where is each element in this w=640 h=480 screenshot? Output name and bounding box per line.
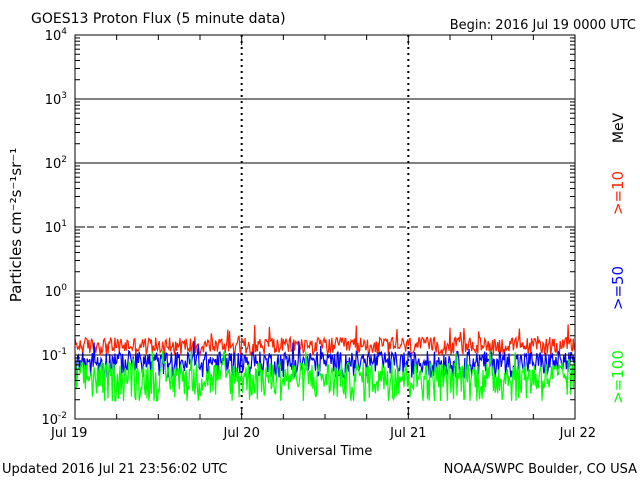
legend-entry-3: >=100 <box>609 350 627 404</box>
y-tick-label: 10-1 <box>41 347 67 364</box>
x-tick-label: Jul 20 <box>222 426 259 441</box>
legend-unit-label: MeV <box>611 112 627 143</box>
begin-date: Begin: 2016 Jul 19 0000 UTC <box>450 18 636 33</box>
series-line-1 <box>74 324 576 358</box>
series-line-3 <box>74 350 576 402</box>
y-tick-label: 10-2 <box>41 411 67 428</box>
x-tick-label: Jul 22 <box>559 426 596 441</box>
legend-entry-2: >=50 <box>609 266 627 310</box>
legend: MeV >=10 >=50 >=100 <box>609 112 627 403</box>
series-group <box>74 324 576 402</box>
tick-labels: 10-2 10-1 100 101 102 103 104 Jul 19 Jul 20 Jul 2… <box>41 27 596 441</box>
y-tick-label: 102 <box>45 155 67 172</box>
source-credit: NOAA/SWPC Boulder, CO USA <box>444 462 637 477</box>
y-tick-label: 101 <box>45 219 67 236</box>
y-tick-label: 104 <box>45 27 68 44</box>
axes <box>74 34 576 420</box>
updated-timestamp: Updated 2016 Jul 21 23:56:02 UTC <box>2 462 227 477</box>
x-tick-label: Jul 21 <box>389 426 426 441</box>
y-tick-label: 100 <box>45 283 68 300</box>
series-line-2 <box>74 340 576 380</box>
legend-entry-1: >=10 <box>609 171 627 215</box>
chart-title: GOES13 Proton Flux (5 minute data) <box>31 11 286 27</box>
x-axis-label: Universal Time <box>276 444 373 459</box>
x-tick-label: Jul 19 <box>50 426 87 441</box>
y-tick-label: 103 <box>45 91 67 108</box>
y-axis-label: Particles cm⁻²s⁻¹sr⁻¹ <box>7 148 25 302</box>
